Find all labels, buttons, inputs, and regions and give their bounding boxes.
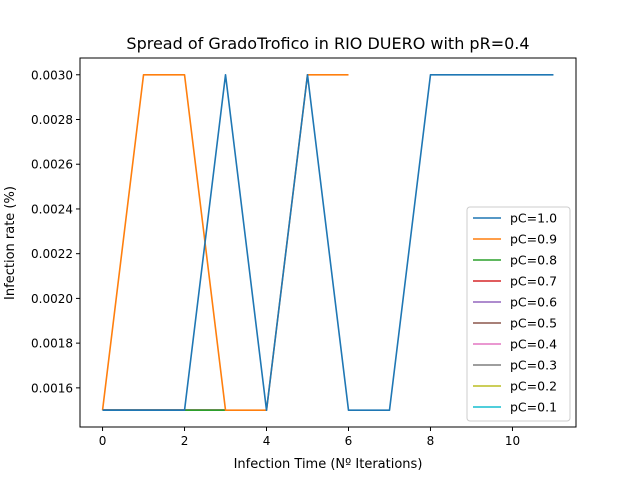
x-tick-label: 0 — [99, 434, 107, 448]
x-tick-label: 10 — [505, 434, 520, 448]
legend-label: pC=1.0 — [510, 211, 557, 226]
x-tick-label: 8 — [427, 434, 435, 448]
y-tick-label: 0.0018 — [31, 337, 73, 351]
series-line-pc-0-9 — [101, 73, 349, 412]
legend-label: pC=0.8 — [510, 253, 557, 268]
legend-label: pC=0.3 — [510, 358, 557, 373]
y-tick-label: 0.0020 — [31, 292, 73, 306]
y-axis-ticks: 0.0016 0.0018 0.0020 0.0022 0.0024 0.0026 0.00… — [31, 68, 80, 395]
y-tick-label: 0.0028 — [31, 113, 73, 127]
y-axis-label: Infection rate (%) — [3, 186, 18, 300]
legend-label: pC=0.2 — [510, 379, 557, 394]
legend-label: pC=0.1 — [510, 400, 557, 415]
x-axis-label: Infection Time (Nº Iterations) — [234, 457, 423, 472]
y-tick-label: 0.0016 — [31, 381, 73, 395]
legend-label: pC=0.5 — [510, 316, 557, 331]
legend-label: pC=0.9 — [510, 232, 557, 247]
legend: pC=1.0 pC=0.9 pC=0.8 pC=0.7 pC=0.6 pC=0.5 pC=0… — [466, 206, 571, 422]
x-tick-label: 6 — [345, 434, 353, 448]
x-tick-label: 2 — [181, 434, 189, 448]
plot-frame — [79, 57, 577, 428]
series-layer — [101, 73, 554, 412]
x-axis-ticks: 0 2 4 6 8 10 — [99, 427, 520, 448]
legend-label: pC=0.4 — [510, 337, 557, 352]
y-tick-label: 0.0024 — [31, 202, 73, 216]
y-tick-label: 0.0022 — [31, 247, 73, 261]
legend-label: pC=0.6 — [510, 295, 557, 310]
series-line-pc-1-0 — [102, 73, 554, 412]
legend-label: pC=0.7 — [510, 274, 557, 289]
y-tick-label: 0.0026 — [31, 158, 73, 172]
y-tick-label: 0.0030 — [31, 68, 73, 82]
x-tick-label: 4 — [263, 434, 271, 448]
chart-title: Spread of GradoTrofico in RIO DUERO with… — [126, 34, 529, 53]
